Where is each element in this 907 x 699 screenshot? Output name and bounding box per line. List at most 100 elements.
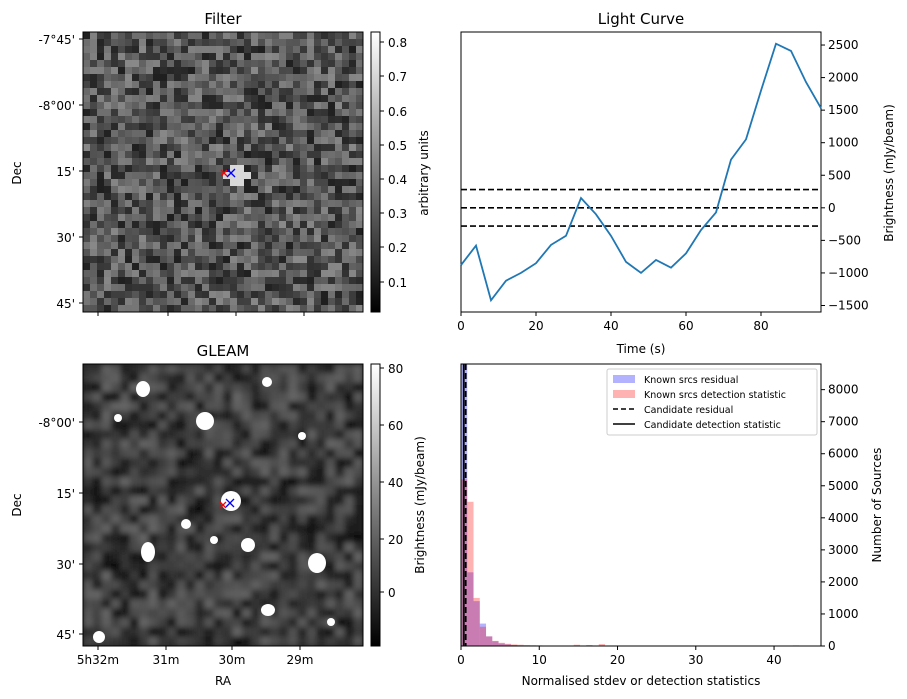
lc-xtick-label: 0 [457, 319, 465, 333]
lc-ylabel: Brightness (mJy/beam) [882, 104, 896, 242]
red-x-marker [219, 501, 227, 509]
hist-xtick-label: 30 [688, 653, 703, 667]
hist-bar [511, 644, 518, 646]
hist-ytick-label: 8000 [828, 383, 859, 397]
gleam-source-blob [136, 381, 150, 397]
lc-title: Light Curve [598, 10, 684, 28]
gleam-title: GLEAM [197, 342, 250, 360]
legend-swatch-residual [613, 375, 635, 383]
hist-xtick-label: 20 [610, 653, 625, 667]
gleam-source-blob [241, 538, 255, 552]
hist-ytick-label: 1000 [828, 607, 859, 621]
hist-ylabel: Number of Sources [870, 448, 884, 563]
gleam-frame [82, 363, 364, 647]
filter-yticks: -7°45' -8°00' 15' 30' 45' [38, 33, 83, 311]
gleam-colorbar-ticks: 80 60 40 20 0 [380, 362, 403, 600]
filter-frame [82, 31, 364, 313]
filter-cbar-tick-label: 0.1 [388, 276, 407, 290]
lc-ytick-label: 1500 [828, 103, 859, 117]
hist-bar [467, 572, 474, 646]
filter-cbar-tick-label: 0.5 [388, 139, 407, 153]
filter-ytick-label: -8°00' [38, 99, 75, 113]
hist-bar [498, 642, 505, 646]
gleam-xtick-label: 31m [153, 653, 180, 667]
filter-colorbar-label: arbitrary units [417, 130, 431, 216]
gleam-colorbar [370, 363, 381, 647]
filter-colorbar [370, 31, 381, 313]
lc-ytick-label: 0 [828, 201, 836, 215]
hist-bar [479, 623, 487, 646]
gleam-xticks: 5h32m 31m 30m 29m [77, 646, 313, 667]
gleam-cbar-tick-label: 40 [388, 476, 403, 490]
gleam-source-blob [210, 536, 218, 544]
hist-xtick-label: 10 [532, 653, 547, 667]
gleam-source-blob [196, 412, 214, 430]
lc-xtick-label: 60 [678, 319, 693, 333]
gleam-sources [93, 377, 335, 643]
filter-cbar-tick-label: 0.2 [388, 241, 407, 255]
legend-label: Known srcs residual [644, 375, 738, 386]
light-curve-panel: Light Curve 0 20 40 60 80 −1500 −1000 −500 0 500 1… [457, 10, 896, 356]
hist-bar [486, 636, 493, 646]
gleam-panel: GLEAM -8°00' 15' 30' 45' 5h32m 31m 30m 2… [10, 342, 427, 688]
histogram-panel: 0 10 20 30 40 0 1000 2000 3000 4000 5000 6000 7000 80… [457, 363, 884, 688]
gleam-cbar-tick-label: 80 [388, 362, 403, 376]
hist-bar [498, 643, 505, 646]
lc-ytick-label: −1500 [828, 298, 869, 312]
gleam-source-blob [141, 542, 155, 562]
blue-x-marker [226, 168, 236, 178]
filter-colorbar-ticks: 0.8 0.7 0.6 0.5 0.4 0.3 0.2 0.1 [380, 36, 407, 290]
filter-ytick-label: 45' [56, 297, 75, 311]
lc-ytick-label: −1000 [828, 266, 869, 280]
gleam-xlabel: RA [215, 674, 232, 688]
filter-xticks [97, 312, 305, 316]
gleam-source-blob [114, 414, 122, 422]
lc-xlabel: Time (s) [616, 342, 666, 356]
hist-ytick-label: 7000 [828, 415, 859, 429]
hist-bar [473, 597, 480, 646]
gleam-cbar-tick-label: 0 [388, 586, 396, 600]
hist-bar [467, 501, 474, 646]
hist-ytick-label: 0 [828, 639, 836, 653]
gleam-source-blob [93, 631, 105, 643]
filter-ytick-label: 15' [56, 165, 75, 179]
hist-candidate-lines [462, 364, 467, 646]
filter-cbar-tick-label: 0.7 [388, 70, 407, 84]
legend-label: Candidate detection statistic [644, 420, 781, 431]
gleam-source-blob [327, 618, 335, 626]
gleam-ytick-label: 15' [56, 487, 75, 501]
filter-cbar-tick-label: 0.8 [388, 36, 407, 50]
lc-ytick-label: 2000 [828, 71, 859, 85]
lc-frame [460, 31, 822, 313]
gleam-ylabel: Dec [10, 493, 24, 516]
hist-xtick-label: 0 [457, 653, 465, 667]
hist-ytick-label: 4000 [828, 511, 859, 525]
lc-xtick-label: 20 [528, 319, 543, 333]
filter-cbar-tick-label: 0.3 [388, 207, 407, 221]
filter-ytick-label: 30' [56, 231, 75, 245]
hist-ytick-label: 2000 [828, 575, 859, 589]
gleam-cbar-tick-label: 20 [388, 533, 403, 547]
hist-bar [486, 636, 493, 646]
red-x-marker [220, 169, 228, 177]
hist-bar [504, 644, 512, 646]
gleam-source-blob [298, 432, 306, 440]
gleam-source-blob [261, 604, 275, 616]
gleam-yticks: -8°00' 15' 30' 45' [38, 416, 83, 642]
lc-axis-ticks: 0 20 40 60 80 −1500 −1000 −500 0 500 1000 1500 2000 2… [457, 38, 868, 333]
gleam-ytick-label: -8°00' [38, 416, 75, 430]
hist-xlabel: Normalised stdev or detection statistics [522, 674, 761, 688]
gleam-xtick-label: 5h32m [77, 653, 119, 667]
hist-bar [473, 601, 480, 646]
filter-cbar-tick-label: 0.6 [388, 105, 407, 119]
lc-xtick-label: 80 [753, 319, 768, 333]
filter-panel: Filter -7°45' -8°00' 15' 30' 45' Dec [10, 10, 431, 316]
lc-ytick-label: 2500 [828, 38, 859, 52]
lc-ytick-label: −500 [828, 233, 861, 247]
hist-bar [492, 640, 499, 646]
filter-title: Filter [204, 10, 242, 28]
gleam-source-blob [262, 377, 272, 387]
hist-bar [517, 644, 524, 646]
hist-ytick-label: 5000 [828, 479, 859, 493]
